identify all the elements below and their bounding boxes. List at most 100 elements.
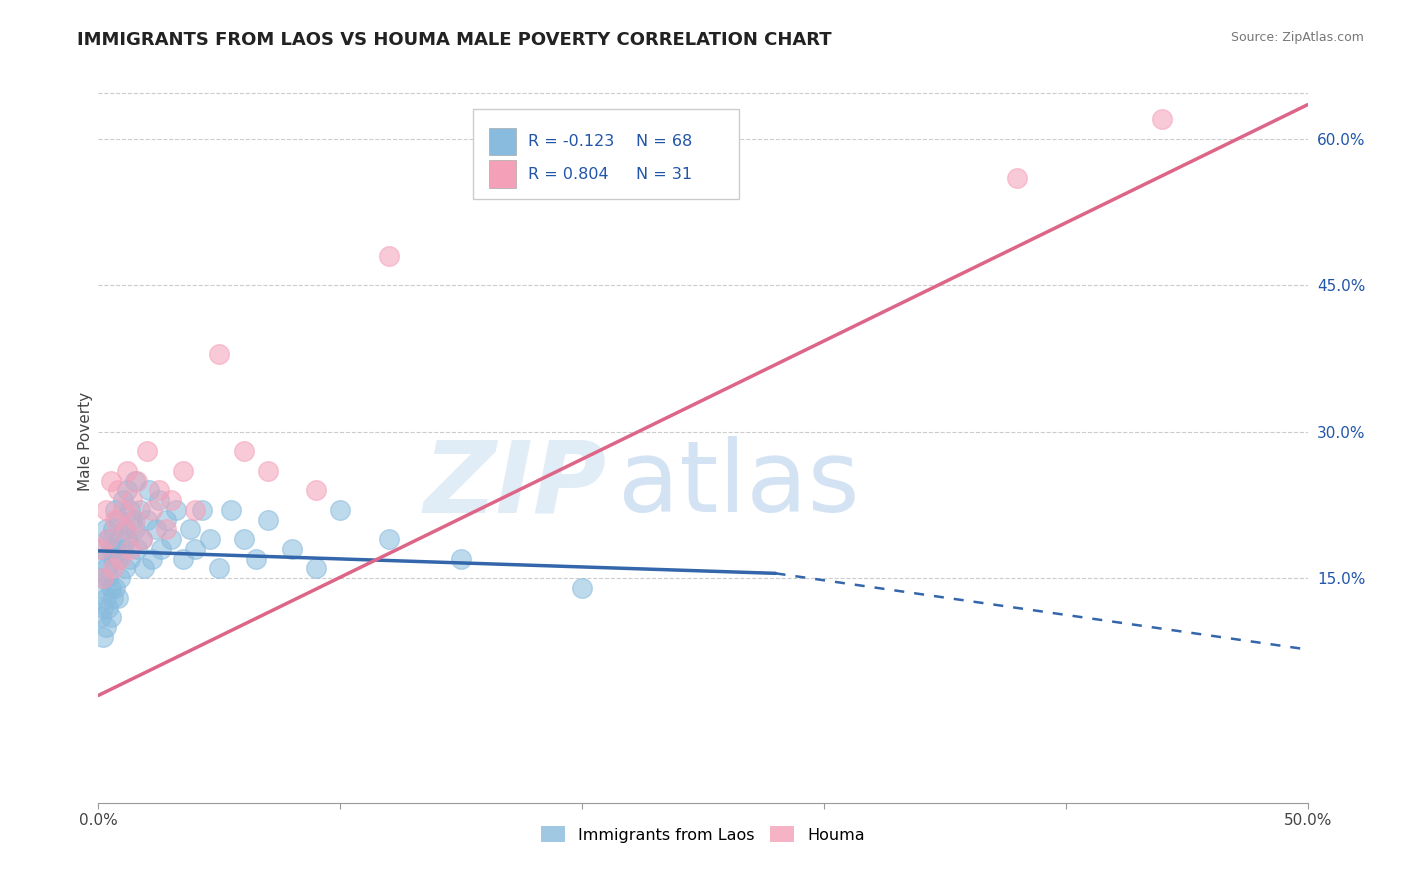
Point [97, 571, 120, 585]
Point [91, 571, 114, 585]
Point [450, 551, 472, 566]
Point [100, 610, 122, 624]
Point [134, 561, 156, 575]
Point [118, 541, 141, 556]
Point [256, 513, 278, 527]
Point [108, 551, 131, 566]
Point [117, 483, 139, 498]
Point [135, 513, 157, 527]
FancyBboxPatch shape [489, 128, 516, 155]
Point [101, 591, 124, 605]
Point [124, 474, 146, 488]
Point [97, 600, 120, 615]
Y-axis label: Male Poverty: Male Poverty [77, 392, 93, 491]
Point [172, 551, 194, 566]
Point [121, 513, 143, 527]
Text: R = -0.123: R = -0.123 [527, 134, 614, 149]
Point [97, 532, 120, 546]
Text: N = 31: N = 31 [637, 167, 693, 182]
Point [165, 503, 187, 517]
Point [97, 532, 120, 546]
Point [90, 541, 112, 556]
Point [117, 464, 139, 478]
Point [101, 523, 124, 537]
Point [90, 551, 112, 566]
Point [111, 503, 134, 517]
Point [94, 620, 117, 634]
Point [104, 513, 127, 527]
Point [141, 551, 163, 566]
Point [101, 551, 124, 566]
Point [208, 346, 231, 360]
Point [108, 532, 131, 546]
FancyBboxPatch shape [474, 109, 740, 200]
Point [100, 474, 122, 488]
Point [155, 513, 177, 527]
Point [172, 464, 194, 478]
Point [117, 532, 139, 546]
Point [184, 503, 207, 517]
Point [377, 249, 399, 263]
Point [107, 551, 129, 566]
Point [94, 523, 117, 537]
Point [104, 503, 127, 517]
Point [94, 591, 117, 605]
Point [131, 532, 153, 546]
Point [114, 561, 136, 575]
Point [111, 541, 134, 556]
Point [91, 630, 114, 644]
Point [145, 523, 167, 537]
Point [104, 581, 127, 595]
Point [198, 532, 221, 546]
Point [329, 503, 352, 517]
Point [124, 513, 146, 527]
Point [107, 591, 129, 605]
Point [179, 523, 201, 537]
Point [221, 503, 243, 517]
Point [148, 483, 170, 498]
Point [107, 483, 129, 498]
Point [124, 523, 146, 537]
Point [377, 532, 399, 546]
Point [107, 513, 129, 527]
Point [101, 561, 124, 575]
Point [127, 541, 149, 556]
Point [91, 571, 114, 585]
Text: Source: ZipAtlas.com: Source: ZipAtlas.com [1230, 31, 1364, 45]
FancyBboxPatch shape [489, 161, 516, 188]
Point [155, 523, 177, 537]
Point [91, 541, 114, 556]
Point [138, 483, 160, 498]
Point [1007, 170, 1029, 185]
Point [256, 464, 278, 478]
Point [232, 444, 254, 458]
Point [305, 483, 328, 498]
Text: R = 0.804: R = 0.804 [527, 167, 609, 182]
Point [100, 541, 122, 556]
Point [128, 503, 150, 517]
Point [148, 493, 170, 508]
Point [114, 523, 136, 537]
Point [131, 532, 153, 546]
Point [114, 523, 136, 537]
Point [160, 532, 183, 546]
Point [91, 600, 114, 615]
Point [94, 503, 117, 517]
Point [94, 561, 117, 575]
Point [305, 561, 328, 575]
Point [135, 444, 157, 458]
Point [191, 503, 214, 517]
Text: atlas: atlas [619, 436, 860, 533]
Point [245, 551, 267, 566]
Point [90, 581, 112, 595]
Point [100, 581, 122, 595]
Point [150, 541, 173, 556]
Point [571, 581, 593, 595]
Point [118, 551, 141, 566]
Text: N = 68: N = 68 [637, 134, 693, 149]
Point [108, 571, 131, 585]
Text: IMMIGRANTS FROM LAOS VS HOUMA MALE POVERTY CORRELATION CHART: IMMIGRANTS FROM LAOS VS HOUMA MALE POVER… [77, 31, 832, 49]
Point [1152, 112, 1174, 127]
Point [208, 561, 231, 575]
Point [281, 541, 304, 556]
